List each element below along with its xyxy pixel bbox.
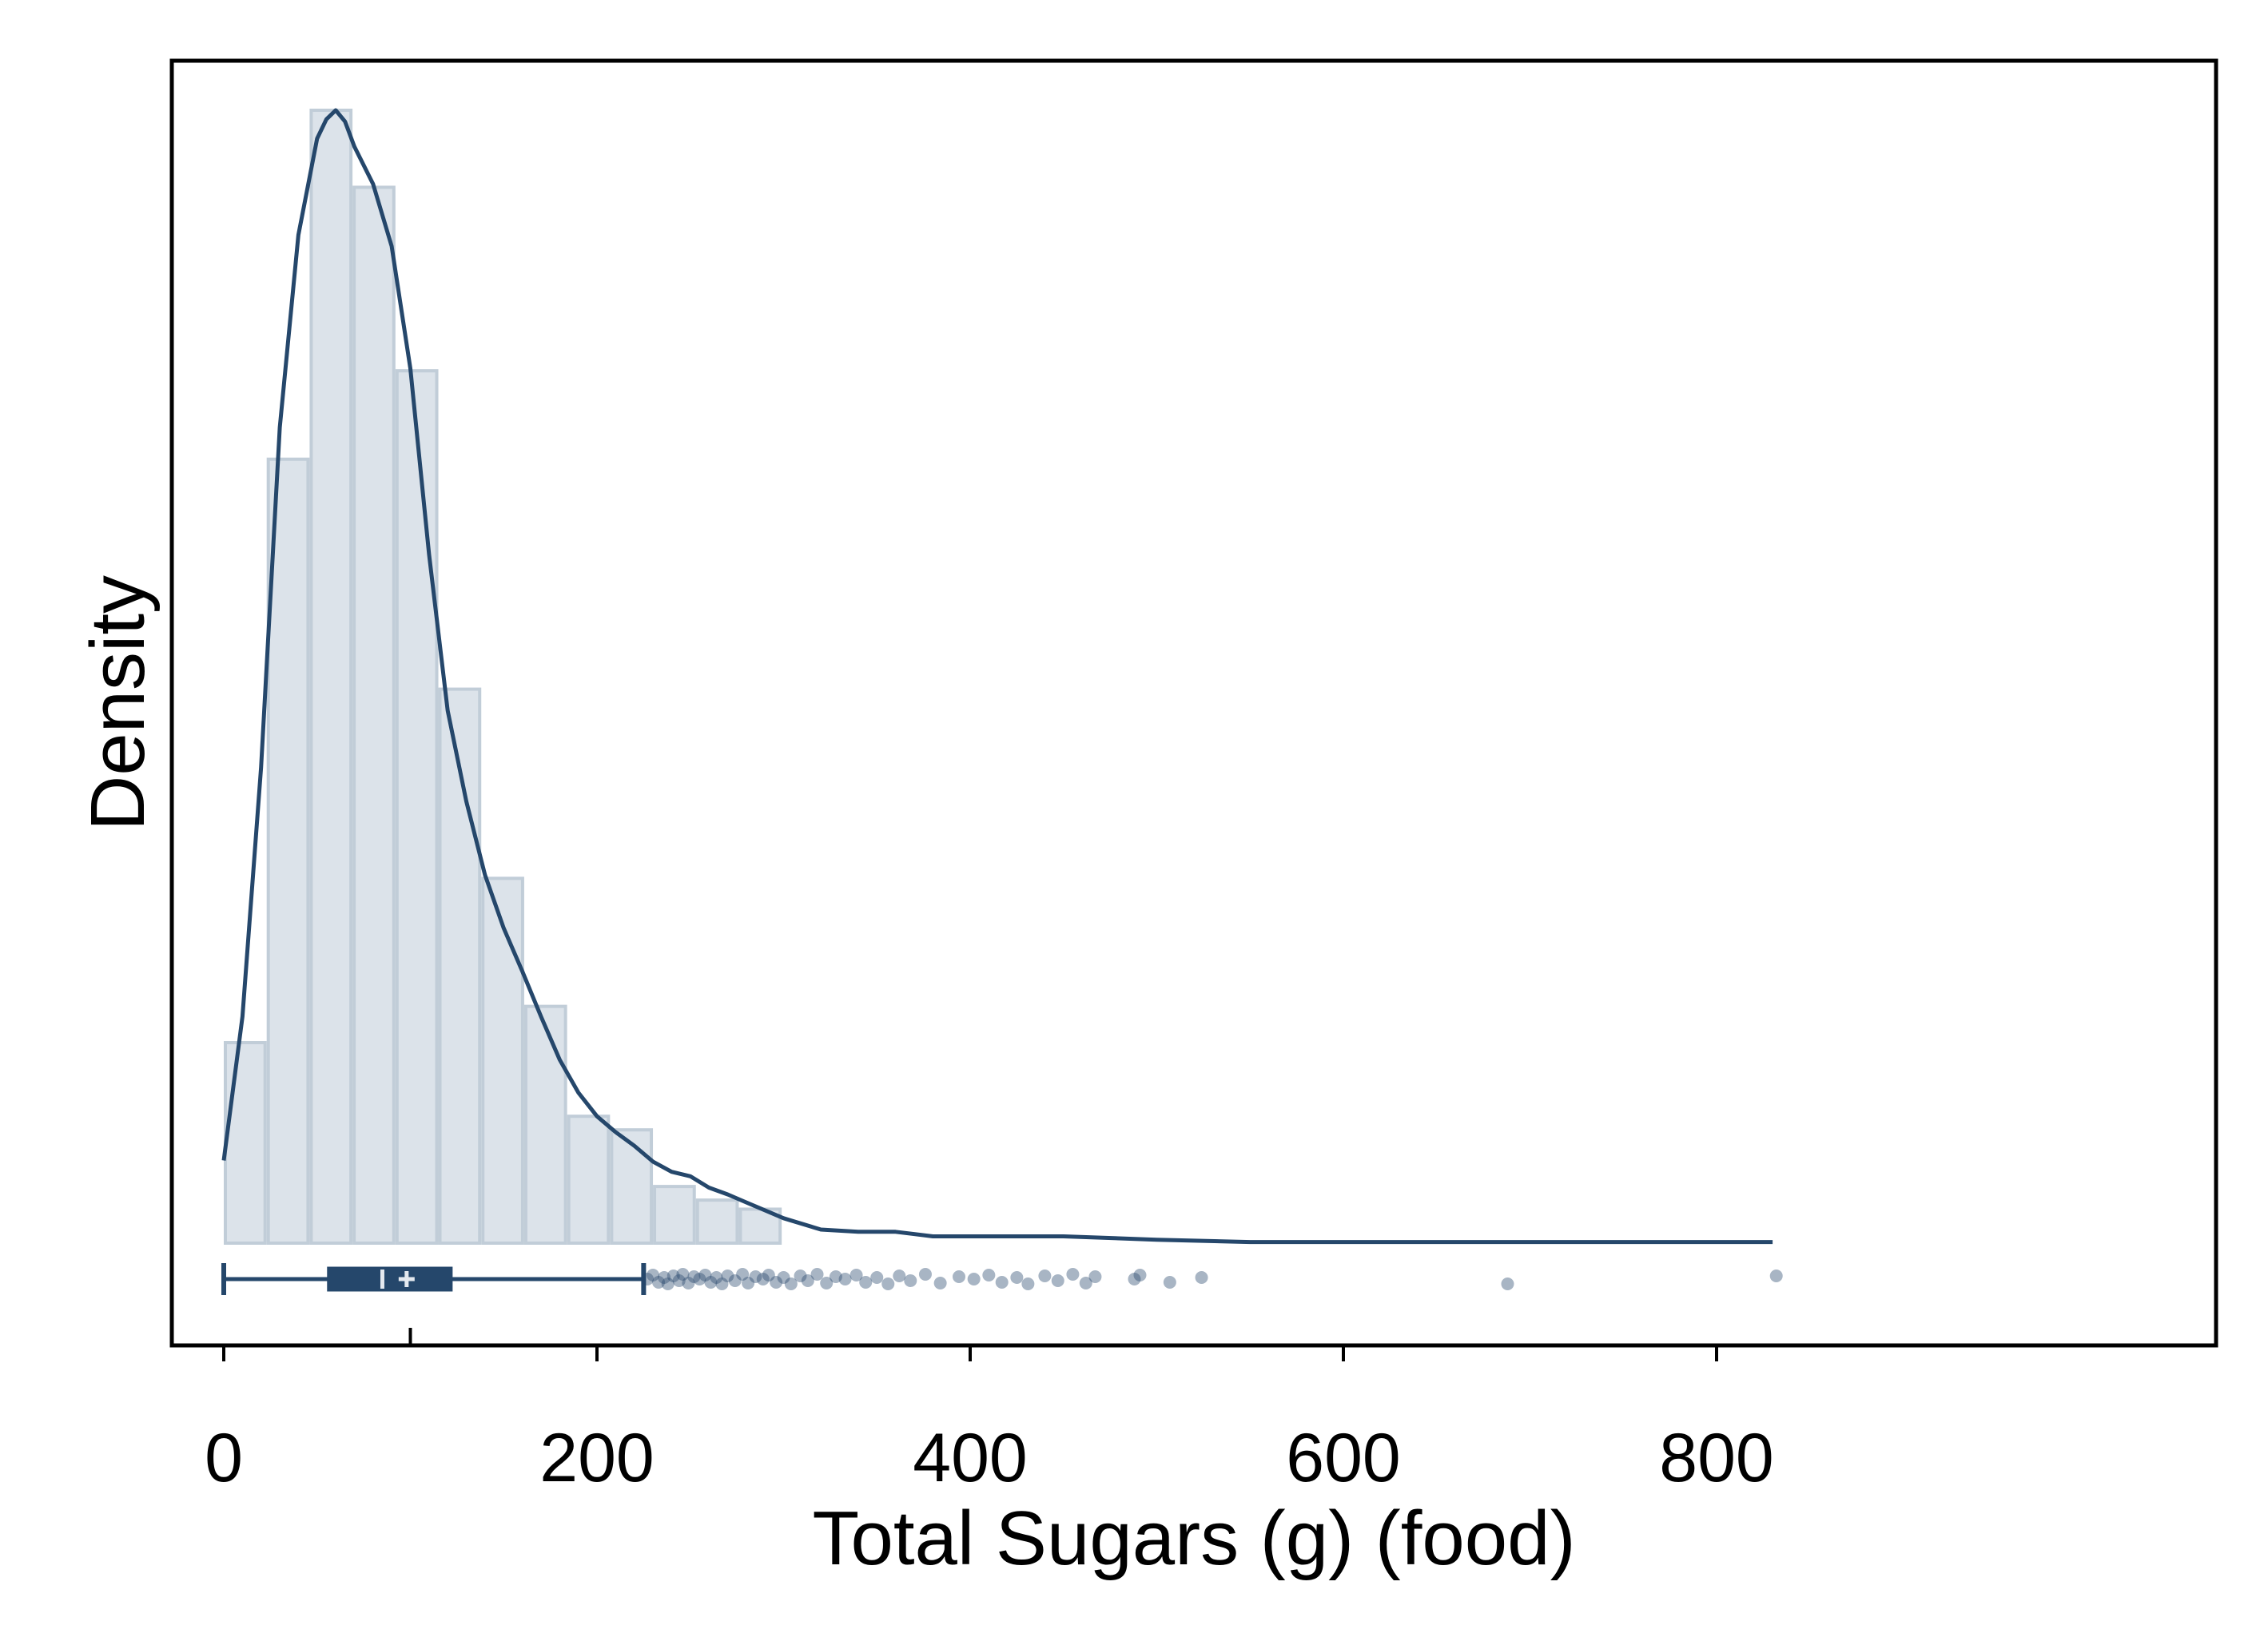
outlier-point [801, 1274, 814, 1287]
outlier-point [829, 1270, 842, 1283]
histogram-bar [567, 1115, 611, 1245]
outlier-point [810, 1268, 824, 1281]
outlier-point [1010, 1271, 1024, 1284]
outlier-point [658, 1271, 671, 1284]
x-axis-ticks: 0 200 400 600 800 [205, 1328, 1774, 1496]
outlier-point [838, 1273, 852, 1285]
outlier-point [995, 1276, 1009, 1289]
outlier-point [661, 1277, 674, 1290]
outlier-point [762, 1269, 775, 1281]
outlier-point [736, 1268, 750, 1281]
histogram-bar [653, 1185, 696, 1245]
outlier-point [693, 1273, 706, 1285]
histogram-bar [266, 457, 310, 1245]
outlier-point [967, 1273, 981, 1285]
outlier-point [770, 1276, 783, 1289]
outlier-point [777, 1271, 790, 1284]
outlier-point [715, 1277, 729, 1290]
outlier-point [1128, 1273, 1141, 1285]
outlier-point [1051, 1274, 1064, 1287]
outlier-point [728, 1274, 742, 1287]
outlier-point [881, 1277, 895, 1290]
iqr-box [327, 1266, 453, 1292]
x-tick-label: 0 [205, 1420, 243, 1496]
outlier-point [676, 1268, 690, 1281]
histogram-bar [438, 687, 482, 1245]
outlier-point [1769, 1270, 1783, 1282]
outlier-point [893, 1270, 906, 1282]
x-tick-label: 400 [913, 1420, 1028, 1496]
outlier-point [933, 1277, 947, 1289]
outlier-point [749, 1270, 762, 1283]
outlier-point [1079, 1277, 1092, 1289]
x-axis-title: Total Sugars (g) (food) [812, 1496, 1575, 1581]
histogram-bar [352, 185, 396, 1246]
outlier-point [682, 1277, 695, 1289]
outlier-point [666, 1270, 680, 1282]
outlier-point [687, 1270, 701, 1283]
outlier-point [1163, 1276, 1176, 1289]
outlier-point [820, 1277, 834, 1289]
outlier-point [1501, 1277, 1514, 1290]
outlier-point [721, 1270, 734, 1282]
histogram-bar [395, 369, 439, 1245]
outlier-point [918, 1268, 932, 1281]
outlier-point [1021, 1277, 1035, 1290]
outlier-point [859, 1276, 873, 1289]
histogram-bar [695, 1198, 739, 1245]
y-axis-title: Density [75, 575, 161, 831]
outlier-point [952, 1270, 965, 1283]
outlier-point [850, 1269, 863, 1281]
histogram-bar [481, 876, 524, 1246]
outlier-point [1195, 1271, 1208, 1284]
boxplot-group [221, 1263, 647, 1295]
density-curve-group [221, 108, 1773, 1245]
outlier-point [704, 1276, 718, 1289]
outlier-point [794, 1270, 807, 1282]
outlier-point [904, 1274, 917, 1287]
histogram-bar [523, 1004, 567, 1245]
histogram-bar [610, 1128, 654, 1245]
outlier-point [1038, 1270, 1052, 1282]
outlier-point [652, 1276, 666, 1289]
outlier-point [784, 1277, 798, 1290]
x-tick-label: 800 [1659, 1420, 1774, 1496]
x-tick-label: 600 [1286, 1420, 1401, 1496]
outlier-point [710, 1271, 723, 1284]
outlier-point [742, 1277, 755, 1289]
outlier-point [870, 1271, 884, 1284]
histogram-bar [224, 1041, 267, 1246]
outlier-point [982, 1269, 996, 1281]
outlier-point [672, 1274, 686, 1287]
outlier-point [641, 1273, 655, 1285]
outlier-point [1066, 1268, 1080, 1281]
histogram-bar [309, 109, 353, 1245]
outlier-point [647, 1269, 660, 1281]
histogram-bars [224, 109, 782, 1246]
outlier-point [1088, 1270, 1102, 1283]
outlier-point [698, 1269, 712, 1281]
outlier-point [756, 1273, 770, 1285]
plot-frame [169, 58, 2218, 1348]
x-tick-label: 200 [539, 1420, 655, 1496]
outlier-points [641, 1268, 1783, 1290]
density-curve [221, 108, 1773, 1245]
outlier-point [1133, 1269, 1147, 1281]
